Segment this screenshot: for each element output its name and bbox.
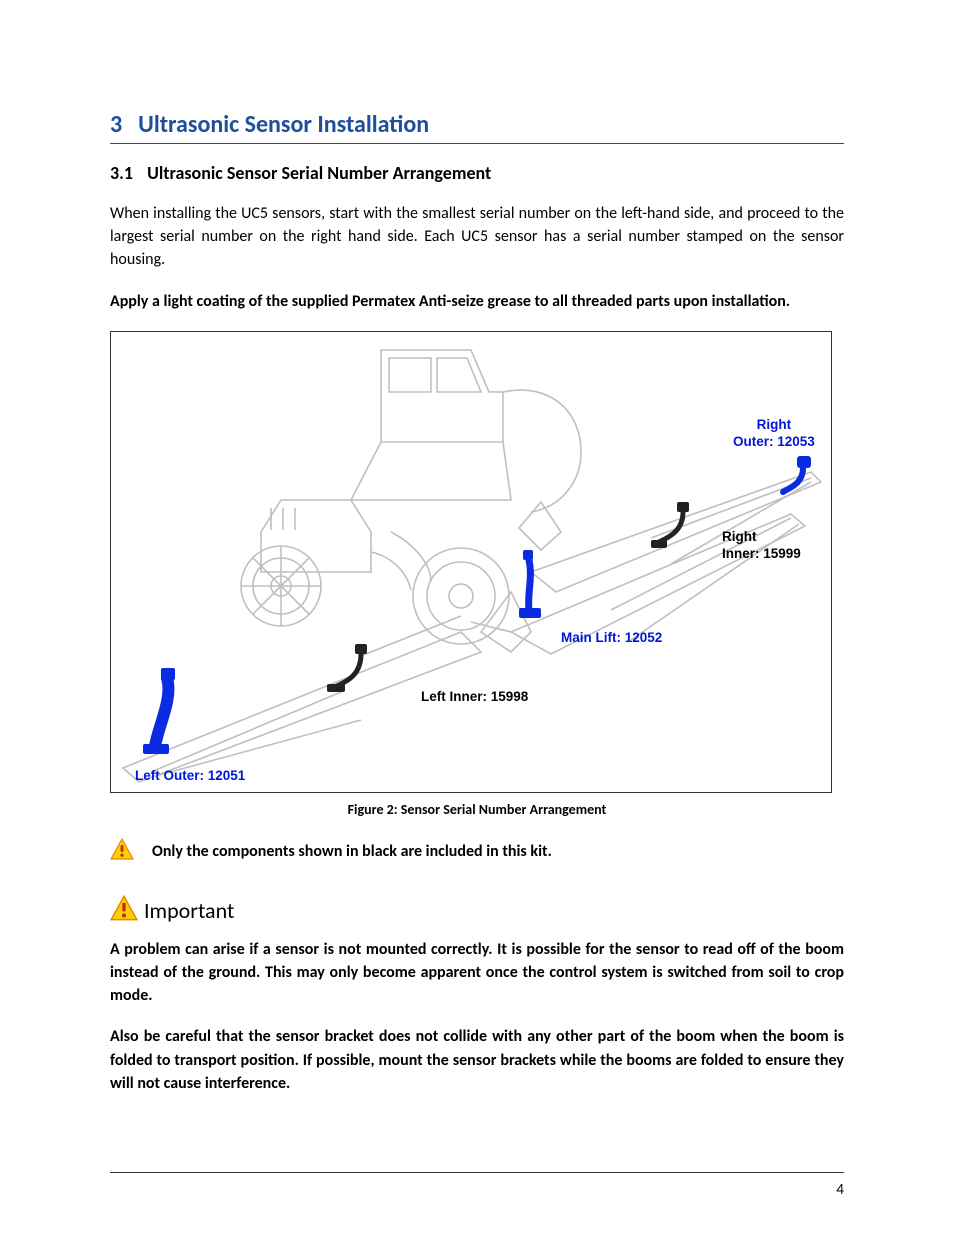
label-right-inner: Right Inner: 15999 <box>722 529 801 563</box>
section-number: 3 <box>110 110 122 139</box>
sensor-left-inner <box>327 644 367 692</box>
footer-rule <box>110 1172 844 1173</box>
important-paragraph-2: Also be careful that the sensor bracket … <box>110 1025 844 1095</box>
warning-icon <box>110 838 134 865</box>
paragraph-intro: When installing the UC5 sensors, start w… <box>110 202 844 272</box>
important-label: Important <box>144 897 234 924</box>
figure-caption: Figure 2: Sensor Serial Number Arrangeme… <box>110 801 844 818</box>
important-heading: Important <box>110 895 844 926</box>
warning-icon <box>110 895 138 926</box>
label-right-outer: Right Outer: 12053 <box>733 417 815 451</box>
label-left-outer: Left Outer: 12051 <box>135 768 245 785</box>
subsection-number: 3.1 <box>110 162 133 184</box>
boom-outline <box>123 472 821 782</box>
page: 3 Ultrasonic Sensor Installation 3.1 Ult… <box>0 0 954 1235</box>
section-title: Ultrasonic Sensor Installation <box>138 110 429 139</box>
paragraph-grease-note: Apply a light coating of the supplied Pe… <box>110 290 844 313</box>
subsection-heading: 3.1 Ultrasonic Sensor Serial Number Arra… <box>110 162 844 184</box>
kit-contents-note: Only the components shown in black are i… <box>110 838 844 865</box>
label-left-inner: Left Inner: 15998 <box>421 689 528 706</box>
label-main-lift: Main Lift: 12052 <box>561 630 662 647</box>
page-number: 4 <box>836 1181 844 1199</box>
section-heading: 3 Ultrasonic Sensor Installation <box>110 110 844 144</box>
kit-contents-text: Only the components shown in black are i… <box>152 842 552 861</box>
figure-sensor-arrangement: Right Outer: 12053 Right Inner: 15999 Ma… <box>110 331 832 793</box>
subsection-title: Ultrasonic Sensor Serial Number Arrangem… <box>147 162 491 184</box>
important-paragraph-1: A problem can arise if a sensor is not m… <box>110 938 844 1008</box>
sensor-left-outer <box>143 668 175 754</box>
sensor-main-lift <box>519 550 541 618</box>
sensor-right-inner <box>651 502 689 548</box>
